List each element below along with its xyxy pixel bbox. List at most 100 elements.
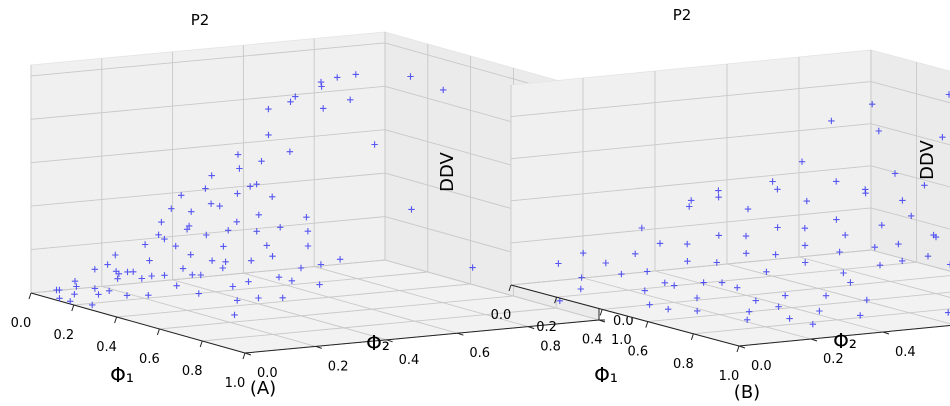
plot-a-point-63 — [106, 287, 113, 294]
plot-b-point-55 — [833, 178, 840, 185]
plot-a-y-tick-label-5: 1.0 — [611, 333, 632, 348]
plot-a-grid-y-floor-2 — [172, 279, 387, 341]
plot-b-point-71 — [688, 197, 695, 204]
plot-a-grid-y-floor-3 — [243, 272, 458, 334]
plot-a-point-23 — [287, 98, 294, 105]
plot-a-point-40 — [269, 193, 276, 200]
plot-b-point-72 — [746, 308, 753, 315]
plot-b-x-tick-0 — [508, 284, 512, 292]
plot-b-point-80 — [932, 233, 940, 241]
plot-b-point-15 — [801, 225, 808, 232]
plot-a-point-26 — [233, 218, 240, 225]
plot-b-point-11 — [742, 232, 750, 240]
plot-a-z-tick-label-0: 0.0 — [613, 314, 634, 329]
plot-a-point-16 — [216, 202, 223, 210]
plot-a-grid-y-floor-1 — [101, 285, 316, 347]
plot-a-grid-z-left-4 — [30, 85, 386, 120]
plot-a-point-9 — [155, 231, 162, 238]
plot-b-point-84 — [945, 309, 950, 316]
plot-b-x-tick-4 — [690, 333, 694, 340]
plot-b-point-89 — [862, 186, 869, 193]
plot-a-point-49 — [207, 200, 215, 207]
plot-b-point-77 — [665, 306, 672, 313]
plot-b-x-tick-label-2: 0.4 — [582, 332, 603, 347]
plot-a-y-tick-2 — [386, 339, 393, 343]
plot-b-point-63 — [945, 91, 950, 98]
plot-b-grid-z-left-4 — [510, 81, 872, 118]
plot-a-point-68 — [114, 275, 121, 282]
plot-a-ylabel: Φ₂ — [366, 331, 390, 355]
plot-b-point-47 — [700, 279, 707, 286]
plot-b-point-30 — [899, 257, 906, 265]
plot-b-x-tick-label-3: 0.6 — [627, 345, 648, 360]
plot-a-point-59 — [231, 311, 238, 319]
plot-a-point-87 — [334, 74, 341, 81]
plot-b-axes: 0.00.20.40.60.81.00.00.20.40.60.81.00.00… — [491, 284, 950, 384]
plot-a-point-51 — [253, 181, 260, 188]
plot-a-point-30 — [219, 264, 226, 272]
plot-a-point-83 — [336, 256, 344, 263]
plot-b-x-tick-label-0: 0.0 — [491, 308, 512, 323]
plot-b-point-46 — [671, 282, 678, 289]
plot-a-point-2 — [91, 266, 98, 273]
plot-b-point-7 — [684, 240, 691, 248]
plot-a-point-74 — [222, 258, 229, 265]
plot-a-point-77 — [304, 228, 312, 235]
plot-b-point-68 — [798, 158, 806, 165]
plot-a-title: P2 — [191, 11, 210, 29]
plot-a-x-tick-label-4: 0.8 — [182, 364, 203, 379]
plot-b-grid-y-floor-4 — [798, 256, 950, 298]
plot-b-ylabel: Φ₂ — [833, 329, 857, 353]
plot-b-grid — [510, 50, 950, 347]
plot-b-point-88 — [899, 197, 906, 204]
plot-a-point-81 — [279, 294, 286, 301]
plot-b-grid-x-floor-4 — [693, 308, 950, 335]
plot-a-point-56 — [234, 297, 241, 304]
plot-a-x-tick-label-1: 0.2 — [53, 328, 74, 343]
plot-b-grid-z-left-3 — [510, 123, 872, 160]
plot-a-point-36 — [320, 105, 327, 112]
plot-b-point-20 — [842, 231, 849, 239]
plot-a-point-85 — [318, 83, 325, 90]
plot-b-x-tick-1 — [554, 297, 558, 304]
plot-a-xlabel: Φ₁ — [110, 363, 134, 387]
plot-b-point-78 — [694, 307, 701, 315]
plot-b-y-tick-label-0: 0.0 — [751, 359, 772, 374]
plot-b-point-53 — [774, 186, 781, 193]
plot-a-point-41 — [225, 227, 232, 234]
plot-a-y-tick-label-2: 0.4 — [399, 353, 420, 368]
plot-a-grid-z-left-5 — [30, 42, 386, 77]
plot-a-point-28 — [208, 257, 216, 264]
plot-b-y-tick-1 — [810, 338, 818, 342]
plot-a-x-tick-label-3: 0.6 — [139, 352, 160, 367]
plot-a-point-7 — [124, 268, 131, 276]
plot-a-grid-y-floor-4 — [314, 266, 529, 328]
plot-a-point-71 — [161, 272, 168, 279]
plot-b-point-27 — [895, 240, 902, 248]
plot-a-y-axis-line — [244, 319, 600, 354]
plot-b-point-45 — [641, 287, 648, 294]
plot-b-point-73 — [744, 316, 751, 323]
plot-b-grid-x-floor-1 — [556, 261, 917, 298]
panel-label-b: (B) — [734, 382, 760, 403]
plot-a-x-tick-label-2: 0.4 — [96, 340, 117, 355]
plot-a-point-97 — [67, 298, 74, 305]
plot-b-x-tick-2 — [599, 309, 603, 316]
plot-b-point-67 — [769, 178, 776, 185]
plot-a-point-86 — [292, 93, 299, 100]
plot-a-point-84 — [316, 281, 323, 288]
plot-b-point-5 — [656, 240, 664, 247]
plot-b-point-2 — [602, 259, 609, 267]
plot-b-grid-y-floor-2 — [654, 270, 884, 333]
plot-a-point-5 — [112, 251, 119, 259]
plot-a-grid-z-left-0 — [30, 259, 386, 294]
plot-b-grid-z-left-2 — [510, 165, 872, 202]
plot-a-y-tick-0 — [244, 352, 252, 356]
plot-a-point-47 — [178, 192, 185, 199]
plot-b-x-tick-label-5: 1.0 — [719, 369, 740, 384]
plot-a-point-24 — [258, 158, 265, 165]
plot-b-zlabel: DDV — [917, 139, 938, 179]
plot-a-x-tick-2 — [114, 316, 118, 324]
plot-a-grid-x-floor-2 — [116, 283, 471, 318]
plot-a-x-tick-5 — [242, 352, 246, 360]
